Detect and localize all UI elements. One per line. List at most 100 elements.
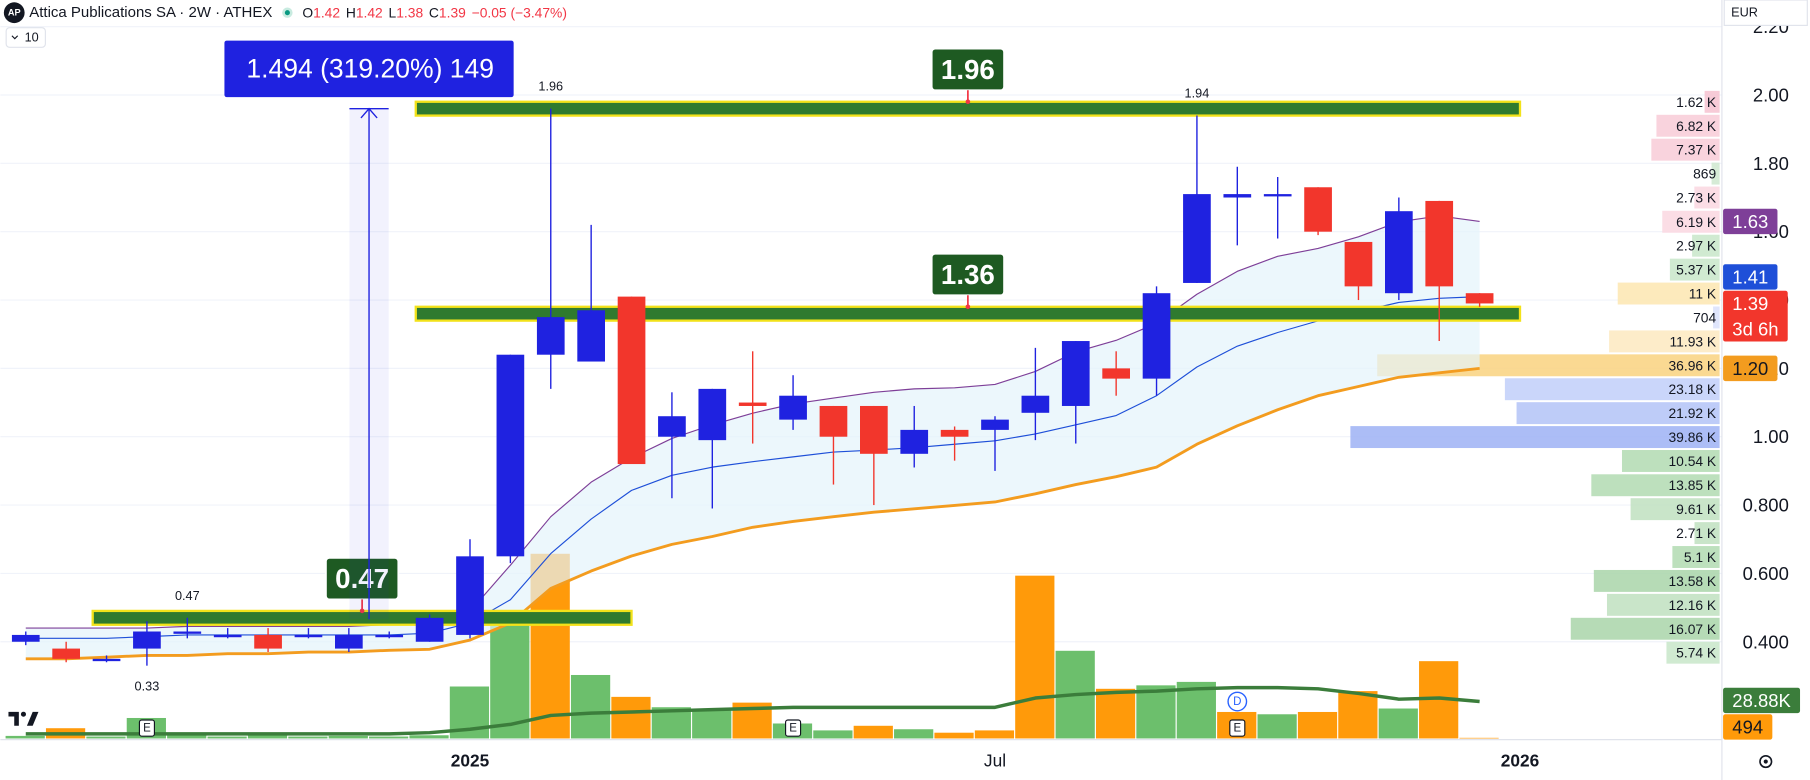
profile-bar xyxy=(1591,474,1720,497)
candle-body xyxy=(738,402,767,406)
candle-body xyxy=(1183,194,1211,283)
candle-body xyxy=(133,631,161,649)
price-badge: 1.39 3d 6h xyxy=(1723,290,1788,342)
price-badge: 494 xyxy=(1723,714,1773,740)
profile-label: 6.82 K xyxy=(1676,118,1717,134)
profile-label: 13.58 K xyxy=(1668,573,1716,589)
ohlc-value: 1.42 xyxy=(313,5,340,21)
price-badge: 1.20 xyxy=(1723,355,1778,382)
measure-label: 1.494 (319.20%) 149 xyxy=(246,53,494,83)
profile-label: 39.86 K xyxy=(1668,429,1716,445)
profile-bar xyxy=(1656,114,1720,137)
profile-bar xyxy=(1606,593,1720,616)
profile-label: 9.61 K xyxy=(1676,501,1717,517)
interval-box[interactable]: 10 xyxy=(5,27,46,48)
profile-bar xyxy=(1713,306,1720,329)
volume-bar xyxy=(1378,708,1418,739)
volume-bar xyxy=(570,674,611,739)
x-tick-label: 2025 xyxy=(451,750,490,770)
profile-bar xyxy=(1672,546,1720,568)
zone-label: 1.96 xyxy=(941,54,995,85)
volume-bar xyxy=(247,735,288,739)
volume-bar xyxy=(409,735,449,739)
badge-label: 1.20 xyxy=(1732,358,1768,379)
volume-bar xyxy=(1176,681,1216,739)
profile-bar xyxy=(1630,498,1720,521)
ohlc-value: 1.42 xyxy=(356,5,383,21)
profile-bar xyxy=(1662,210,1720,233)
ohlc-key: C xyxy=(429,5,439,21)
profile-label: 5.74 K xyxy=(1676,645,1717,661)
profile-bar xyxy=(1609,330,1720,353)
zones xyxy=(91,100,1522,626)
candle-body xyxy=(658,416,686,437)
candle-body xyxy=(1223,194,1252,198)
candle-body xyxy=(415,617,444,642)
profile-bar xyxy=(1692,234,1720,257)
profile-bar xyxy=(1621,450,1720,472)
ohlc-change: −0.05 (−3.47%) xyxy=(472,5,567,21)
y-tick-label: 0.600 xyxy=(1743,563,1789,584)
badge-box xyxy=(1723,355,1778,382)
badge-label: 494 xyxy=(1732,716,1763,737)
ohlc-legend: O1.42 H1.42 L1.38 C1.39 −0.05 (−3.47%) xyxy=(302,5,567,21)
event-label: D xyxy=(1233,696,1241,708)
volume-bar xyxy=(1015,575,1055,739)
badge-box xyxy=(1723,290,1788,342)
extreme-label: 1.96 xyxy=(538,80,563,94)
profile-label: 2.97 K xyxy=(1676,238,1717,254)
profile-label: 16.07 K xyxy=(1668,621,1716,637)
volume-bar xyxy=(1136,685,1176,739)
profile-label: 6.19 K xyxy=(1676,214,1717,230)
candle-body xyxy=(1263,194,1292,197)
ohlc-key: O xyxy=(302,5,313,21)
profile-bar xyxy=(1617,282,1720,305)
profile-bar xyxy=(1704,90,1720,113)
profile-bar xyxy=(1694,186,1720,209)
candle-body xyxy=(981,419,1009,430)
badge-label: 1.39 xyxy=(1732,293,1768,314)
zone-pointer-dot xyxy=(359,608,365,614)
price-badge: 1.63 xyxy=(1723,208,1778,235)
candle-body xyxy=(11,634,40,642)
profile-bar xyxy=(1711,162,1720,185)
volume-bar xyxy=(692,709,732,739)
badge-label: 1.63 xyxy=(1732,211,1768,232)
event-marker xyxy=(1229,719,1246,737)
x-tick-label: 2026 xyxy=(1501,750,1539,770)
candle-body xyxy=(213,634,242,638)
volume-bar xyxy=(611,696,651,739)
axis-badges: 1.20 1.39 3d 6h 1.41 1.63 494 28.88K xyxy=(1723,208,1801,740)
volume-bar xyxy=(328,735,368,739)
volume-bar xyxy=(1338,691,1378,739)
annotations: 1.96 1.36 0.47 0.47 0.33 1.96 1.94 1.494 (319.2… xyxy=(135,40,1248,737)
price-badge: 28.88K xyxy=(1723,687,1801,714)
volume-bar xyxy=(1095,688,1136,739)
measure-arrowhead xyxy=(360,107,378,119)
profile-label: 1.62 K xyxy=(1676,94,1717,110)
ohlc-key: H xyxy=(346,5,356,21)
candle-body xyxy=(1304,187,1332,232)
zone-pointer-dot xyxy=(965,99,971,105)
settings-icon[interactable] xyxy=(1759,754,1773,769)
event-marker xyxy=(785,719,802,737)
candle-body xyxy=(375,634,404,638)
badge-label: 28.88K xyxy=(1732,690,1791,711)
profile-label: 2.71 K xyxy=(1676,525,1717,541)
profile-bar xyxy=(1516,402,1720,425)
candle-body xyxy=(536,317,565,355)
profile-label: 5.1 K xyxy=(1684,549,1717,565)
event-marker xyxy=(138,719,155,737)
y-tick-label: 2.00 xyxy=(1753,84,1789,105)
interval-value: 10 xyxy=(25,31,39,45)
candle-body xyxy=(335,634,363,649)
status-dot-core xyxy=(284,10,290,16)
profile-label: 13.85 K xyxy=(1668,477,1716,493)
volume-ma-line xyxy=(25,685,1480,736)
currency-box[interactable]: EUR xyxy=(1723,0,1808,26)
candle-body xyxy=(1102,368,1130,379)
y-tick-label: 0.800 xyxy=(1743,495,1789,516)
measure-box xyxy=(224,40,514,98)
event-label: E xyxy=(789,723,797,735)
